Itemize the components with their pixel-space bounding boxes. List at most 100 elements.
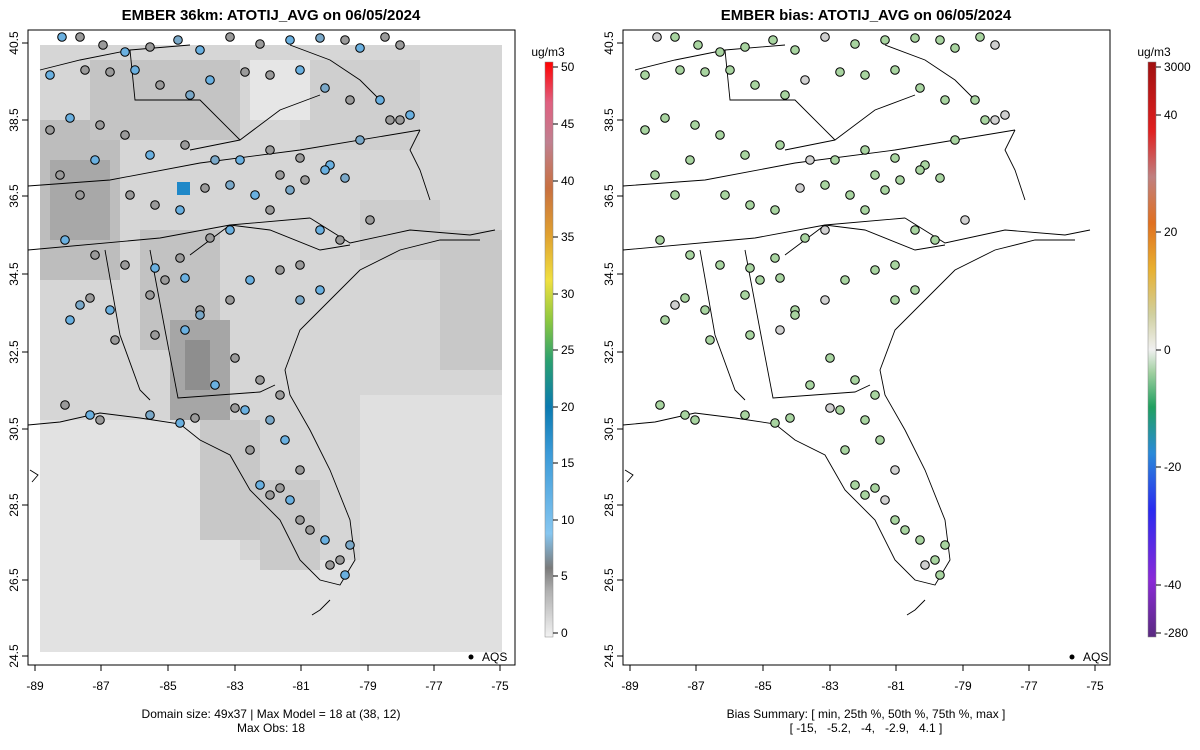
right-site-marker [915, 83, 925, 93]
left-site-marker [145, 150, 155, 160]
right-site-marker [890, 260, 900, 270]
right-x-tick-label: -77 [1020, 679, 1038, 693]
right-colorbar-tick: 40 [1164, 108, 1178, 122]
left-site-marker [173, 35, 183, 45]
right-y-tick-label: 26.5 [602, 568, 616, 592]
left-site-marker [295, 295, 305, 305]
right-site-marker [840, 445, 850, 455]
left-site-marker [255, 39, 265, 49]
right-site-marker [805, 380, 815, 390]
left-y-tick-label: 34.5 [7, 262, 21, 286]
left-site-marker [75, 32, 85, 42]
right-y-tick-label: 36.5 [602, 184, 616, 208]
right-site-marker [935, 173, 945, 183]
aqs-legend-marker-right [1069, 654, 1075, 660]
left-site-marker [250, 190, 260, 200]
left-observation-sites [45, 32, 415, 580]
left-site-marker [57, 32, 67, 42]
left-site-marker [185, 90, 195, 100]
left-colorbar-tick: 10 [561, 513, 575, 527]
left-site-marker [295, 515, 305, 525]
left-y-tick-label: 28.5 [7, 493, 21, 517]
left-site-marker [265, 145, 275, 155]
left-site-marker [85, 410, 95, 420]
left-y-tick-label: 38.5 [7, 108, 21, 132]
right-x-tick-label: -89 [621, 679, 639, 693]
left-site-marker [245, 275, 255, 285]
left-site-marker [345, 540, 355, 550]
left-site-marker [145, 410, 155, 420]
right-site-marker [895, 175, 905, 185]
right-site-marker [745, 263, 755, 273]
right-site-marker [890, 153, 900, 163]
right-site-marker [790, 310, 800, 320]
left-site-marker [395, 115, 405, 125]
left-site-marker [335, 555, 345, 565]
left-colorbar-tick: 45 [561, 117, 575, 131]
right-bias-sites [640, 32, 1010, 580]
right-site-marker [825, 403, 835, 413]
right-site-marker [740, 290, 750, 300]
left-colorbar-tick: 0 [561, 626, 568, 640]
right-x-tick-label: -87 [687, 679, 705, 693]
right-x-tick-label: -85 [754, 679, 772, 693]
left-colorbar-tick: 30 [561, 287, 575, 301]
right-site-marker [820, 32, 830, 42]
right-colorbar-tick: 20 [1164, 225, 1178, 239]
right-site-marker [940, 540, 950, 550]
right-site-marker [910, 285, 920, 295]
left-site-marker [295, 260, 305, 270]
left-site-marker [180, 140, 190, 150]
left-site-marker [355, 43, 365, 53]
right-site-marker [930, 555, 940, 565]
right-site-marker [820, 225, 830, 235]
left-site-marker [405, 110, 415, 120]
left-site-marker [265, 70, 275, 80]
right-site-marker [850, 480, 860, 490]
left-site-marker [80, 65, 90, 75]
right-site-marker [950, 43, 960, 53]
left-site-marker [230, 403, 240, 413]
left-site-marker [120, 130, 130, 140]
left-site-marker [120, 260, 130, 270]
right-x-tick-label: -79 [954, 679, 972, 693]
left-site-marker [60, 400, 70, 410]
left-site-marker [275, 390, 285, 400]
left-site-marker [155, 80, 165, 90]
right-site-marker [825, 353, 835, 363]
left-site-marker [95, 415, 105, 425]
right-site-marker [860, 490, 870, 500]
left-site-marker [55, 170, 65, 180]
left-plot-frame [27, 29, 516, 666]
right-site-marker [775, 140, 785, 150]
left-legend: AQS [468, 650, 507, 664]
right-x-tick-label: -81 [887, 679, 905, 693]
right-title: EMBER bias: ATOTIJ_AVG on 06/05/2024 [721, 7, 1012, 24]
left-site-marker [265, 490, 275, 500]
right-site-marker [740, 150, 750, 160]
right-site-marker [670, 32, 680, 42]
right-site-marker [715, 260, 725, 270]
left-site-marker [300, 175, 310, 185]
right-site-marker [935, 35, 945, 45]
right-site-marker [780, 90, 790, 100]
right-site-marker [655, 400, 665, 410]
right-site-marker [880, 495, 890, 505]
left-site-marker [235, 155, 245, 165]
left-site-marker [375, 95, 385, 105]
left-colorbar-tick: 25 [561, 343, 575, 357]
left-colorbar-tick: 40 [561, 174, 575, 188]
left-site-marker [210, 155, 220, 165]
left-site-marker [240, 405, 250, 415]
left-y-tick-label: 30.5 [7, 417, 21, 441]
left-colorbar-tick: 15 [561, 456, 575, 470]
right-site-marker [685, 155, 695, 165]
left-site-marker [225, 32, 235, 42]
left-site-marker [65, 315, 75, 325]
left-y-tick-label: 24.5 [7, 644, 21, 668]
left-site-marker [265, 205, 275, 215]
left-site-marker [240, 67, 250, 77]
left-site-marker [325, 560, 335, 570]
right-y-axis: 24.5 26.5 28.5 30.5 32.5 34.5 36.5 38.5 40.5 [602, 31, 623, 668]
right-site-marker [840, 275, 850, 285]
